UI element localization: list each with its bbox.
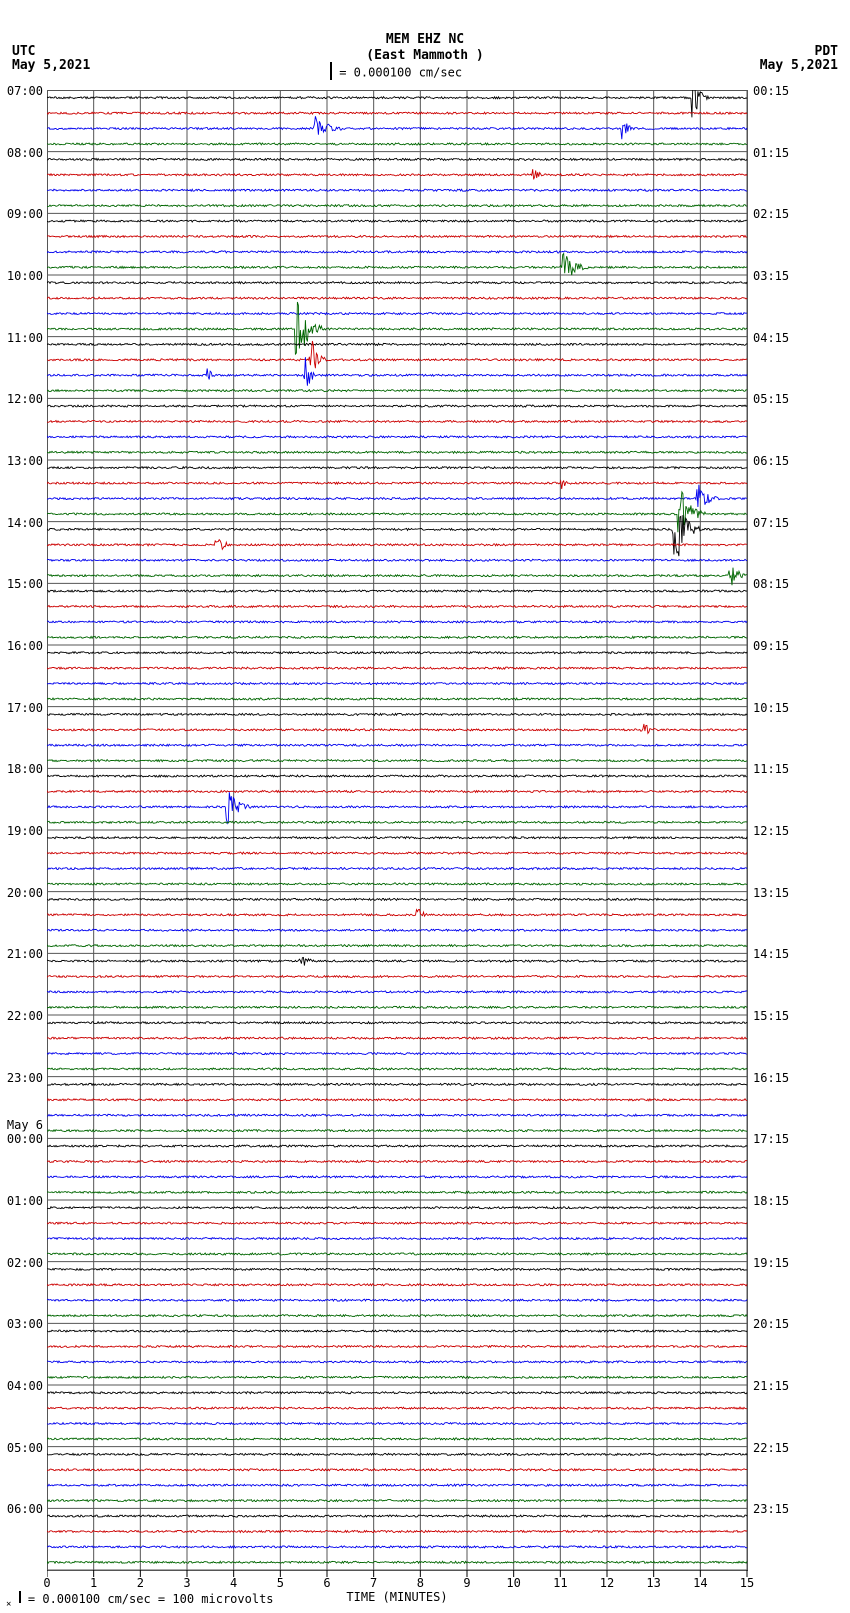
pdt-hour-label: 01:15 xyxy=(753,146,789,160)
utc-hour-label: 03:00 xyxy=(6,1317,43,1331)
utc-hour-label: 11:00 xyxy=(6,331,43,345)
utc-hour-label: 06:00 xyxy=(6,1502,43,1516)
footer-scale-bar-icon xyxy=(19,1591,21,1603)
x-tick-label: 6 xyxy=(323,1576,330,1590)
x-tick-label: 2 xyxy=(137,1576,144,1590)
tz-left-date: May 5,2021 xyxy=(12,58,90,73)
seismogram-page: MEM EHZ NC (East Mammoth ) = 0.000100 cm… xyxy=(0,0,850,1613)
pdt-hour-label: 15:15 xyxy=(753,1009,789,1023)
utc-hour-label: 12:00 xyxy=(6,392,43,406)
x-tick-label: 12 xyxy=(600,1576,614,1590)
scale-legend: = 0.000100 cm/sec xyxy=(330,64,462,82)
utc-hour-label: 18:00 xyxy=(6,762,43,776)
footer-scale: × = 0.000100 cm/sec = 100 microvolts xyxy=(6,1592,274,1609)
pdt-hour-label: 00:15 xyxy=(753,84,789,98)
pdt-hour-label: 23:15 xyxy=(753,1502,789,1516)
pdt-hour-label: 11:15 xyxy=(753,762,789,776)
pdt-hour-label: 04:15 xyxy=(753,331,789,345)
x-tick-label: 0 xyxy=(43,1576,50,1590)
pdt-hour-label: 08:15 xyxy=(753,577,789,591)
scale-value: = 0.000100 cm/sec xyxy=(339,66,462,80)
scale-bar-icon xyxy=(330,62,332,80)
pdt-hour-label: 21:15 xyxy=(753,1379,789,1393)
x-tick-label: 8 xyxy=(417,1576,424,1590)
utc-hour-label: 15:00 xyxy=(6,577,43,591)
tz-left-label: UTC xyxy=(12,44,35,59)
pdt-hour-label: 09:15 xyxy=(753,639,789,653)
x-tick-label: 4 xyxy=(230,1576,237,1590)
footer-scale-text: = 0.000100 cm/sec = 100 microvolts xyxy=(28,1592,274,1606)
utc-hour-label: 14:00 xyxy=(6,516,43,530)
x-tick-label: 11 xyxy=(553,1576,567,1590)
utc-hour-label: 16:00 xyxy=(6,639,43,653)
utc-hour-label: 13:00 xyxy=(6,454,43,468)
pdt-hour-label: 06:15 xyxy=(753,454,789,468)
tz-right-label: PDT xyxy=(815,44,838,59)
utc-hour-label: 02:00 xyxy=(6,1256,43,1270)
pdt-hour-label: 05:15 xyxy=(753,392,789,406)
x-tick-label: 7 xyxy=(370,1576,377,1590)
utc-hour-label: 10:00 xyxy=(6,269,43,283)
utc-hour-label: 08:00 xyxy=(6,146,43,160)
x-tick-label: 14 xyxy=(693,1576,707,1590)
pdt-hour-label: 19:15 xyxy=(753,1256,789,1270)
x-axis-title: TIME (MINUTES) xyxy=(337,1590,457,1604)
pdt-hour-label: 12:15 xyxy=(753,824,789,838)
utc-hour-label: 22:00 xyxy=(6,1009,43,1023)
utc-hour-label: 17:00 xyxy=(6,701,43,715)
x-tick-label: 1 xyxy=(90,1576,97,1590)
pdt-hour-label: 03:15 xyxy=(753,269,789,283)
utc-hour-label: May 600:00 xyxy=(6,1118,43,1146)
utc-hour-label: 05:00 xyxy=(6,1441,43,1455)
pdt-hour-label: 16:15 xyxy=(753,1071,789,1085)
utc-hour-label: 01:00 xyxy=(6,1194,43,1208)
pdt-hour-label: 20:15 xyxy=(753,1317,789,1331)
pdt-hour-label: 14:15 xyxy=(753,947,789,961)
x-tick-label: 10 xyxy=(506,1576,520,1590)
station-name: (East Mammoth ) xyxy=(0,48,850,63)
utc-hour-label: 04:00 xyxy=(6,1379,43,1393)
pdt-hour-label: 17:15 xyxy=(753,1132,789,1146)
x-tick-label: 9 xyxy=(463,1576,470,1590)
utc-hour-label: 23:00 xyxy=(6,1071,43,1085)
x-tick-label: 15 xyxy=(740,1576,754,1590)
utc-hour-label: 07:00 xyxy=(6,84,43,98)
station-id: MEM EHZ NC xyxy=(0,32,850,47)
x-tick-label: 13 xyxy=(646,1576,660,1590)
pdt-hour-label: 02:15 xyxy=(753,207,789,221)
pdt-hour-label: 18:15 xyxy=(753,1194,789,1208)
pdt-hour-label: 22:15 xyxy=(753,1441,789,1455)
utc-hour-label: 09:00 xyxy=(6,207,43,221)
tz-right-date: May 5,2021 xyxy=(760,58,838,73)
pdt-hour-label: 10:15 xyxy=(753,701,789,715)
utc-hour-label: 19:00 xyxy=(6,824,43,838)
utc-hour-label: 21:00 xyxy=(6,947,43,961)
x-tick-label: 5 xyxy=(277,1576,284,1590)
x-tick-label: 3 xyxy=(183,1576,190,1590)
seismogram-plot xyxy=(47,90,749,1600)
pdt-hour-label: 07:15 xyxy=(753,516,789,530)
pdt-hour-label: 13:15 xyxy=(753,886,789,900)
utc-hour-label: 20:00 xyxy=(6,886,43,900)
